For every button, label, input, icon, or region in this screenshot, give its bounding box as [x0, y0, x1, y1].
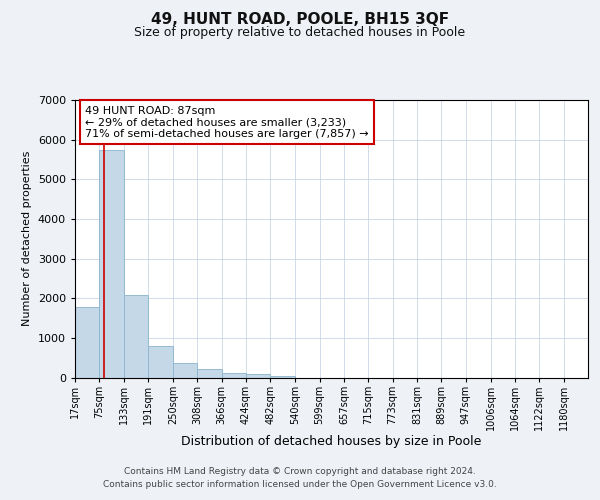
Text: 49, HUNT ROAD, POOLE, BH15 3QF: 49, HUNT ROAD, POOLE, BH15 3QF: [151, 12, 449, 28]
Text: Size of property relative to detached houses in Poole: Size of property relative to detached ho…: [134, 26, 466, 39]
Bar: [75, 307, 100, 378]
Bar: [271, 376, 295, 378]
Bar: [173, 363, 197, 378]
X-axis label: Distribution of detached houses by size in Poole: Distribution of detached houses by size …: [181, 436, 482, 448]
Text: Contains public sector information licensed under the Open Government Licence v3: Contains public sector information licen…: [103, 480, 497, 489]
Bar: [246, 374, 271, 378]
Bar: [148, 346, 173, 378]
Y-axis label: Number of detached properties: Number of detached properties: [22, 151, 32, 326]
Bar: [221, 372, 246, 378]
Bar: [124, 296, 148, 378]
Bar: [197, 369, 221, 378]
Text: 49 HUNT ROAD: 87sqm
← 29% of detached houses are smaller (3,233)
71% of semi-det: 49 HUNT ROAD: 87sqm ← 29% of detached ho…: [85, 106, 369, 138]
Text: Contains HM Land Registry data © Crown copyright and database right 2024.: Contains HM Land Registry data © Crown c…: [124, 467, 476, 476]
Bar: [100, 150, 124, 378]
